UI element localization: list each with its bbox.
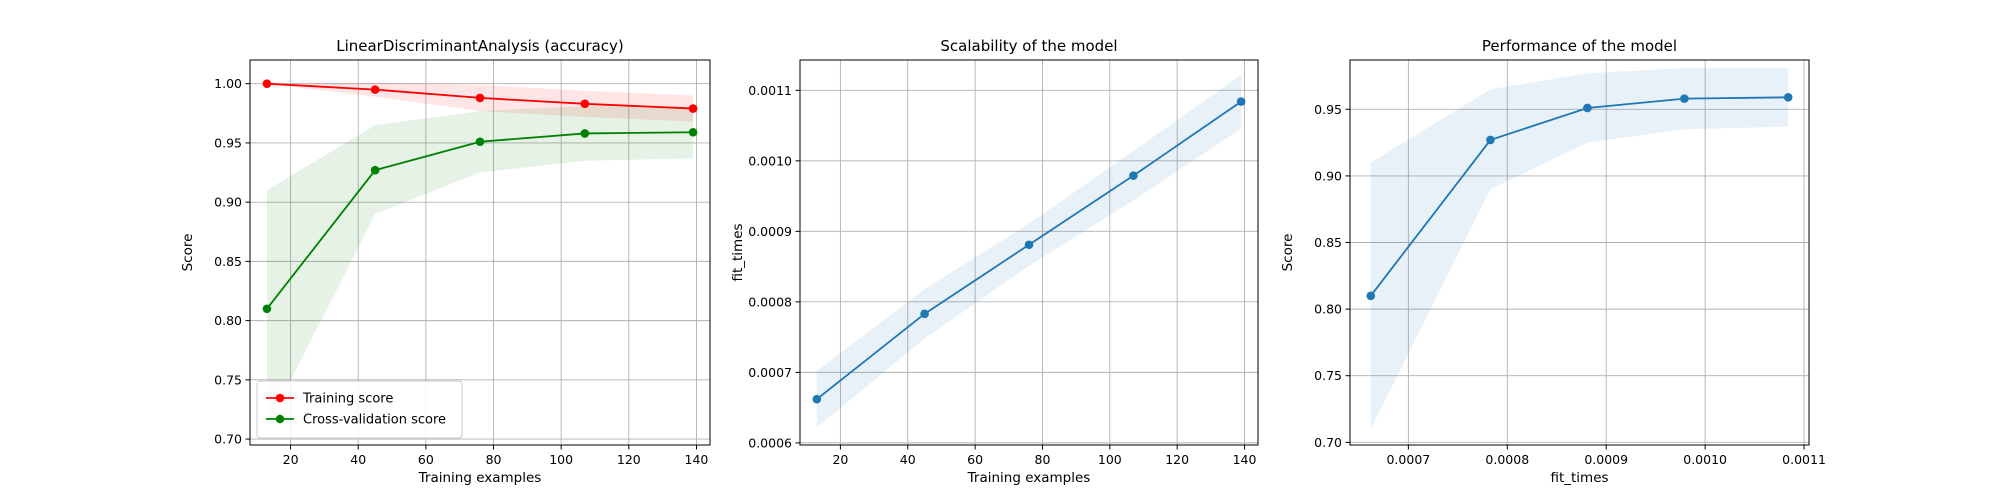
data-point (262, 79, 272, 88)
y-axis-label: Score (1280, 234, 1296, 272)
y-axis-label: fit_times (730, 223, 746, 281)
data-point (475, 93, 485, 103)
x-axis-label: fit_times (1550, 470, 1608, 486)
x-tick-label: 0.0008 (1485, 452, 1529, 467)
data-point (1366, 291, 1376, 301)
x-tick-label: 0.0007 (1386, 452, 1430, 467)
axes-frame (249, 59, 711, 446)
y-tick-label: 0.85 (1314, 235, 1342, 250)
data-point (475, 137, 485, 147)
data-point (1486, 135, 1495, 145)
y-tick-label: 1.00 (214, 76, 242, 91)
y-tick-label: 0.75 (1314, 368, 1342, 383)
data-point (580, 99, 590, 109)
x-tick-label: 120 (1165, 452, 1189, 467)
x-tick-label: 140 (1233, 452, 1257, 467)
data-point (370, 85, 380, 94)
x-tick-label: 60 (967, 452, 983, 467)
x-tick-label: 80 (1035, 452, 1051, 467)
data-point (262, 304, 272, 314)
data-point (370, 165, 380, 175)
y-tick-label: 0.95 (1314, 102, 1342, 117)
axes-frame (1349, 59, 1810, 446)
chart-title: Performance of the model (1482, 37, 1677, 55)
y-tick-label: 0.70 (1314, 435, 1342, 450)
chart-panel-3: 0.0007 0.0008 0.0009 0.0010 0.0011 0.70 0.75 0.… (1280, 37, 1826, 486)
y-tick-label: 0.0009 (748, 224, 792, 239)
chart-panel-1: 20 40 60 80 100 120 140 0.70 0.75 0.80 0.85 0.90 0.9… (180, 37, 711, 486)
x-axis-label: Training examples (967, 470, 1091, 486)
data-point (1583, 103, 1592, 113)
x-tick-label: 100 (1098, 452, 1122, 467)
data-point (580, 129, 590, 138)
x-tick-label: 20 (283, 452, 299, 467)
chart-panel-2: 20 40 60 80 100 120 140 0.0006 0.0007 0.0008 0.000… (730, 37, 1259, 486)
x-tick-label: 20 (832, 452, 848, 467)
x-tick-label: 60 (418, 452, 434, 467)
x-tick-label: 100 (549, 452, 573, 467)
confidence-band (266, 106, 694, 428)
data-point (812, 394, 822, 404)
x-tick-label: 80 (486, 452, 502, 467)
y-tick-label: 0.70 (214, 432, 242, 447)
data-point (1129, 171, 1138, 180)
legend-swatch-marker (275, 414, 285, 424)
data-point (1783, 93, 1793, 102)
x-tick-label: 0.0009 (1584, 452, 1628, 467)
data-point (1680, 94, 1689, 103)
y-tick-label: 0.0010 (748, 153, 792, 168)
chart-title: LinearDiscriminantAnalysis (accuracy) (336, 37, 624, 55)
data-point (1024, 240, 1034, 250)
chart-title: Scalability of the model (940, 37, 1117, 55)
y-tick-label: 0.0006 (748, 435, 792, 450)
x-tick-label: 120 (617, 452, 641, 467)
x-tick-label: 0.0010 (1683, 452, 1727, 467)
confidence-band (816, 74, 1242, 428)
data-point (688, 127, 698, 137)
data-point (920, 309, 929, 319)
legend-swatch-marker (275, 393, 285, 403)
chart-legend: Training score Cross-validation score (256, 380, 463, 439)
y-tick-label: 0.75 (214, 372, 242, 387)
x-tick-label: 0.0011 (1782, 452, 1826, 467)
legend-box (256, 380, 463, 439)
x-tick-label: 40 (350, 452, 366, 467)
y-tick-label: 0.0008 (748, 294, 792, 309)
data-point (1236, 97, 1246, 106)
y-axis-label: Score (180, 234, 196, 272)
y-tick-label: 0.0007 (748, 365, 792, 380)
y-tick-label: 0.85 (214, 254, 242, 269)
axes-frame (799, 59, 1259, 446)
y-tick-label: 0.80 (214, 313, 242, 328)
y-tick-label: 0.90 (1314, 168, 1342, 183)
y-tick-label: 0.80 (1314, 302, 1342, 317)
y-tick-label: 0.90 (214, 195, 242, 210)
confidence-band (1370, 67, 1789, 430)
data-point (688, 104, 698, 113)
legend-label: Cross-validation score (303, 413, 446, 428)
legend-label: Training score (302, 392, 393, 407)
x-axis-label: Training examples (418, 470, 542, 486)
y-tick-label: 0.0011 (748, 83, 792, 98)
y-tick-label: 0.95 (214, 135, 242, 150)
x-tick-label: 40 (900, 452, 916, 467)
x-tick-label: 140 (685, 452, 709, 467)
